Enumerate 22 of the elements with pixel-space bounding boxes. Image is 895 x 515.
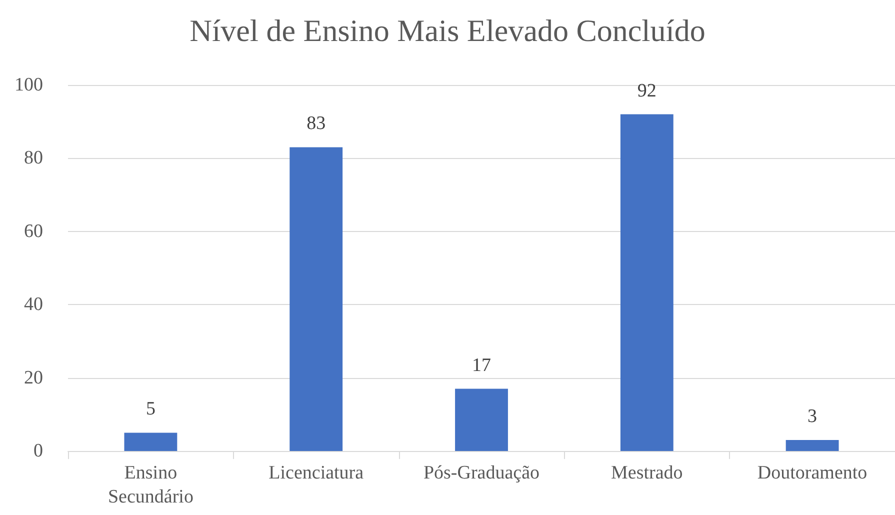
x-tick-label: Pós-Graduação xyxy=(423,462,540,484)
bar xyxy=(786,440,839,451)
y-tick-label: 40 xyxy=(24,294,43,316)
y-tick-label: 80 xyxy=(24,148,43,169)
y-tick-label: 100 xyxy=(14,74,43,96)
y-tick-label: 0 xyxy=(34,440,43,462)
bar xyxy=(455,388,508,451)
y-tick-label: 20 xyxy=(24,367,43,388)
data-label: 5 xyxy=(146,398,156,420)
y-tick-label: 60 xyxy=(24,220,43,242)
data-label: 3 xyxy=(808,406,818,428)
x-tick-label: Doutoramento xyxy=(757,462,868,484)
x-tick-label: Licenciatura xyxy=(268,462,364,484)
bar xyxy=(620,114,674,451)
data-label: 92 xyxy=(637,80,656,102)
data-label: 83 xyxy=(306,113,326,134)
bar xyxy=(290,147,343,451)
x-tick-label: Ensino Secundário xyxy=(108,462,194,508)
bar xyxy=(124,432,178,451)
x-tick-label: Mestrado xyxy=(611,462,683,484)
data-label: 17 xyxy=(472,354,491,376)
chart-title: Nível de Ensino Mais Elevado Concluído xyxy=(190,13,706,48)
